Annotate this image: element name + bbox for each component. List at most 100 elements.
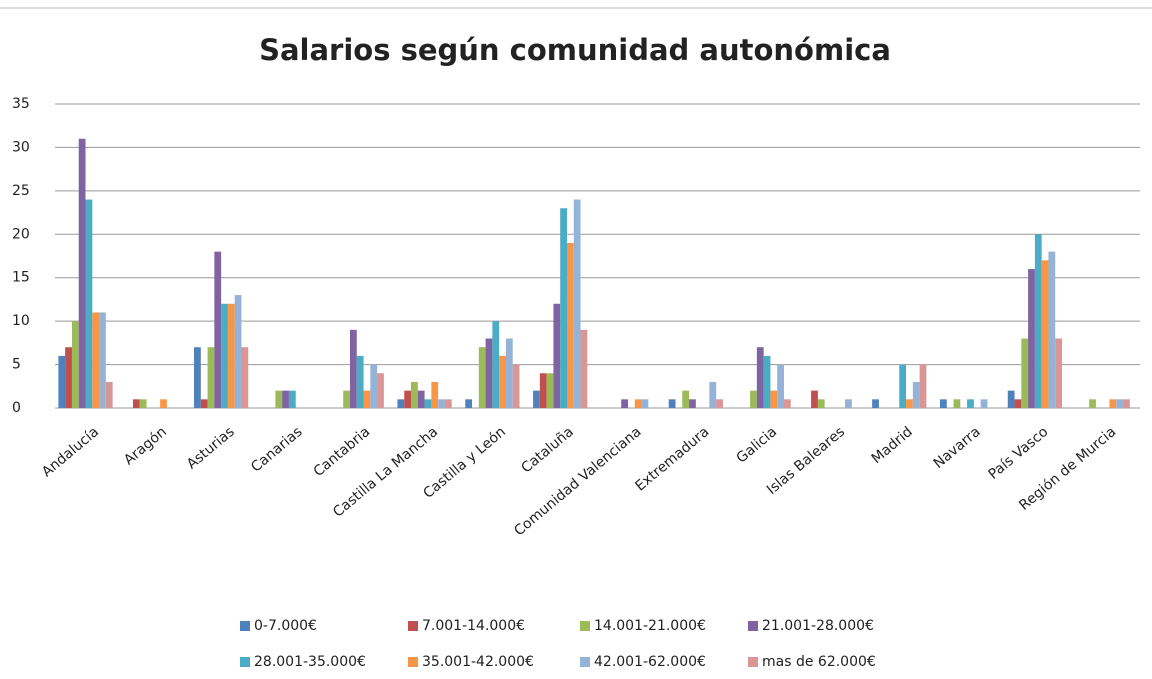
y-tick-label: 0 (12, 400, 21, 416)
bar (512, 364, 520, 408)
bar (763, 355, 771, 408)
bar (282, 390, 289, 408)
bar (1123, 399, 1130, 408)
bar (817, 399, 825, 408)
x-tick-label: País Vasco (985, 424, 1051, 483)
bar (980, 399, 988, 408)
bar (1041, 260, 1049, 408)
bar (899, 364, 907, 408)
bar (411, 381, 418, 408)
legend-swatch (748, 621, 758, 631)
x-tick-label: Asturias (184, 424, 238, 473)
bar (539, 373, 547, 408)
bar (953, 399, 961, 408)
bar (214, 251, 222, 408)
bar (580, 329, 588, 408)
y-tick-label: 30 (12, 139, 30, 155)
x-tick-label: Extremadura (632, 424, 712, 495)
bar (777, 364, 784, 408)
bar (533, 390, 540, 408)
bar (770, 390, 778, 408)
legend-swatch (240, 621, 250, 631)
x-tick-label: Aragón (121, 424, 170, 469)
bar (356, 355, 364, 408)
legend-label: 35.001-42.000€ (422, 654, 534, 670)
bar (78, 138, 86, 408)
legend-swatch (580, 621, 590, 631)
bar (492, 321, 500, 408)
bar (1116, 399, 1124, 408)
bar (343, 390, 350, 408)
x-tick-label: Madrid (869, 424, 916, 467)
bar (872, 399, 879, 408)
y-tick-label: 5 (12, 357, 21, 373)
bar (200, 399, 208, 408)
bar (967, 399, 974, 408)
bar (668, 399, 676, 408)
bar (160, 399, 167, 408)
bar (845, 399, 852, 408)
bar (139, 399, 147, 408)
bar (438, 399, 445, 408)
legend-label: 28.001-35.000€ (254, 654, 366, 670)
legend-label: 14.001-21.000€ (594, 618, 706, 634)
bar (912, 381, 920, 408)
x-tick-label: Andalucía (39, 424, 102, 481)
x-tick-label: Galicia (734, 424, 781, 467)
x-tick-label: Cantabria (311, 424, 374, 480)
bar (566, 242, 574, 408)
legend-label: 0-7.000€ (254, 618, 317, 634)
bar (709, 381, 717, 408)
bar (783, 399, 791, 408)
bar (682, 390, 690, 408)
bar (275, 390, 283, 408)
legend-label: mas de 62.000€ (762, 654, 876, 670)
bar (444, 399, 452, 408)
bar (241, 347, 249, 408)
bar (207, 347, 215, 408)
bar (92, 312, 100, 408)
x-tick-label: Cataluña (518, 424, 576, 477)
bar (1055, 338, 1063, 408)
x-tick-label: Canarias (248, 424, 305, 476)
y-tick-label: 20 (12, 226, 30, 242)
bar (58, 355, 66, 408)
bar (906, 399, 913, 408)
bar (1034, 234, 1042, 408)
bar (227, 303, 235, 408)
bar (560, 208, 567, 408)
legend-label: 42.001-62.000€ (594, 654, 706, 670)
bar (811, 390, 818, 408)
bar (553, 303, 561, 408)
bar (546, 373, 554, 408)
bar (485, 338, 493, 408)
bar (404, 390, 412, 408)
bar (1014, 399, 1022, 408)
bar (621, 399, 629, 408)
bar (478, 347, 486, 408)
bar (1048, 251, 1056, 408)
legend-label: 7.001-14.000€ (422, 618, 525, 634)
bar (132, 399, 140, 408)
y-tick-label: 25 (12, 183, 30, 199)
legend-swatch (580, 657, 590, 667)
bar (370, 364, 378, 408)
bar (397, 399, 405, 408)
bar (377, 373, 384, 408)
bar (71, 321, 79, 408)
legend-swatch (240, 657, 250, 667)
bar (194, 347, 201, 408)
bar (85, 199, 93, 408)
bar (99, 312, 106, 408)
bar (750, 390, 757, 408)
bar (505, 338, 513, 408)
legend-swatch (748, 657, 758, 667)
bar (716, 399, 723, 408)
bar (424, 399, 432, 408)
y-tick-label: 15 (12, 270, 30, 286)
bar (465, 399, 473, 408)
bar (641, 399, 649, 408)
chart-title: Salarios según comunidad autonómica (259, 33, 891, 67)
bar (65, 347, 72, 408)
x-tick-label: Navarra (931, 424, 984, 472)
